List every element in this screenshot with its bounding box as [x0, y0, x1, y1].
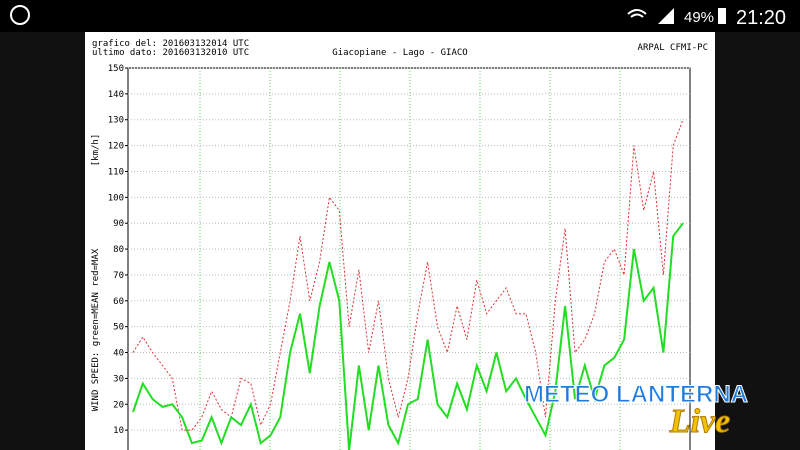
battery-level: 49%	[684, 9, 714, 26]
clock: 21:20	[736, 7, 786, 29]
y-tick-label: 40	[113, 349, 124, 359]
y-tick-label: 110	[108, 167, 124, 177]
watermark-brand: METEO LANTERNA	[524, 381, 748, 408]
y-tick-label: 20	[113, 400, 124, 410]
plot-time: grafico del: 201603132014 UTC	[92, 39, 249, 49]
last-data-time: ultimo dato: 201603132010 UTC	[92, 48, 249, 58]
series-line	[132, 119, 684, 431]
y-tick-label: 140	[108, 90, 124, 100]
y-tick-label: 60	[113, 297, 124, 307]
y-tick-label: 30	[113, 374, 124, 384]
plot-frame	[127, 67, 691, 450]
y-tick-label: 130	[108, 116, 124, 126]
signal-icon	[658, 8, 674, 24]
y-tick-label: 10	[113, 426, 124, 436]
whatsapp-icon	[10, 5, 30, 25]
chart-title: Giacopiane - Lago - GIACO	[332, 48, 467, 58]
chart-panel	[85, 32, 715, 450]
y-tick-label: 100	[108, 193, 124, 203]
status-bar	[0, 0, 800, 32]
y-tick-label: 150	[108, 64, 124, 74]
plot: 10 20 30 40 50 60 70 80 90 100 110 120 130 140 150	[108, 64, 691, 450]
y-tick-label: 120	[108, 142, 124, 152]
y-unit: [km/h]	[91, 134, 101, 167]
wifi-icon	[627, 9, 647, 18]
y-tick-label: 50	[113, 323, 124, 333]
y-axis-label: WIND SPEED: green=MEAN red=MAX	[91, 248, 101, 411]
series-line	[132, 222, 684, 450]
battery-icon	[718, 8, 726, 24]
y-tick-label: 90	[113, 219, 124, 229]
watermark-tag: Live	[669, 403, 730, 440]
source: ARPAL CFMI-PC	[638, 43, 708, 53]
y-tick-label: 80	[113, 245, 124, 255]
y-tick-label: 70	[113, 271, 124, 281]
